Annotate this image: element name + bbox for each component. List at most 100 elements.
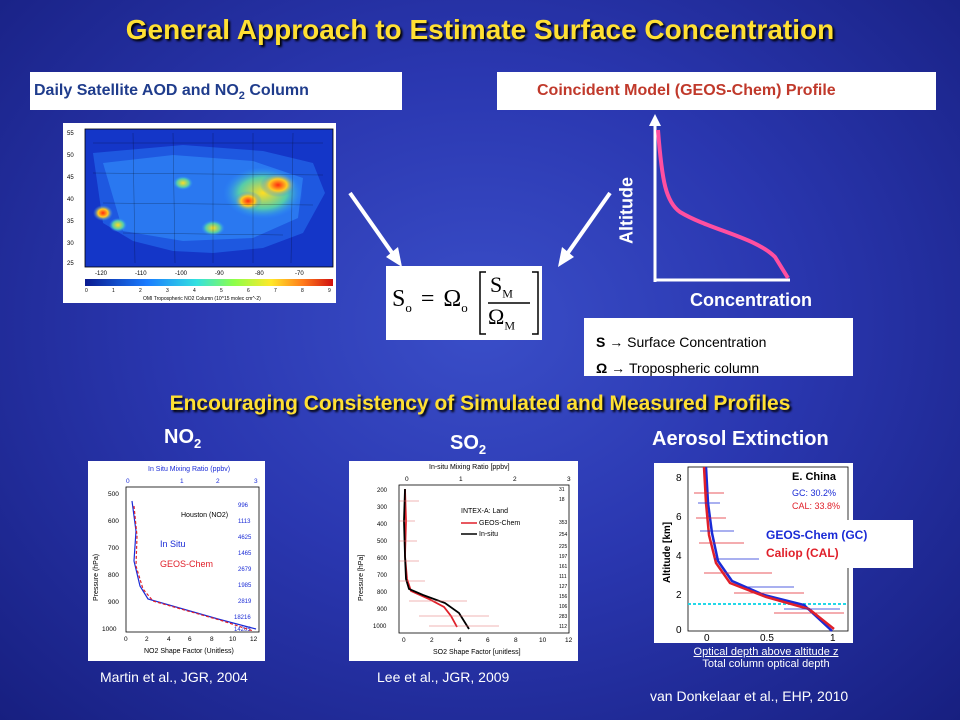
no2-x-tick: 0: [124, 636, 128, 643]
so2-count: 161: [559, 564, 568, 570]
so2-y-tick: 400: [377, 522, 388, 528]
no2-x-tick: 4: [167, 636, 171, 643]
profile-sketch: [649, 114, 790, 282]
so2-label: SO2: [450, 432, 487, 457]
no2-count: 1985: [238, 583, 252, 589]
no2-count: 1465: [238, 551, 252, 557]
no2-y-tick: 1000: [102, 626, 117, 633]
aerosol-y-tick: 4: [676, 551, 682, 562]
no2-count: 4625: [238, 535, 252, 541]
aerosol-y-tick: 8: [676, 473, 682, 484]
no2-insitu-label: In Situ: [160, 539, 186, 549]
so2-count: 106: [559, 604, 568, 610]
so2-chart: In-situ Mixing Ratio [ppbv] 0 1 2 3 Pres…: [358, 464, 573, 656]
no2-x-tick: 6: [188, 636, 192, 643]
aerosol-legend-cal: Caliop (CAL): [766, 546, 839, 560]
no2-legend-title: Houston (NO2): [181, 512, 228, 519]
aerosol-legend: GEOS-Chem (GC) Caliop (CAL): [760, 520, 913, 568]
no2-count: 1113: [238, 519, 251, 525]
map-scale-tick: 1: [112, 288, 115, 294]
no2-y-tick: 700: [108, 545, 119, 552]
map-lon-tick: -90: [215, 271, 224, 277]
no2-x-tick: 2: [145, 636, 149, 643]
map-scale-tick: 4: [193, 288, 196, 294]
so2-top-tick: 2: [513, 476, 517, 483]
map-lon-tick: -100: [175, 271, 188, 277]
map-lat-tick: 40: [67, 197, 74, 203]
map-lat-tick: 55: [67, 131, 74, 137]
map-scale-tick: 8: [301, 288, 304, 294]
aerosol-y-tick: 6: [676, 512, 682, 523]
no2-x-tick: 10: [229, 636, 237, 643]
map-svg: 55 50 45 40 35 30 25 -120 -110 -100 -90 …: [67, 128, 334, 302]
aerosol-region: E. China: [792, 471, 837, 483]
no2-y-tick: 600: [108, 518, 119, 525]
map-lat-tick: 45: [67, 175, 74, 181]
no2-top-axis-label: In Situ Mixing Ratio (ppbv): [148, 466, 230, 473]
so2-x-tick: 8: [514, 637, 518, 644]
page-title: General Approach to Estimate Surface Con…: [125, 14, 835, 45]
no2-x-tick: 8: [210, 636, 214, 643]
so2-legend-insitu: In-situ: [479, 531, 498, 538]
no2-x-tick: 12: [250, 636, 258, 643]
symbol-legend: S → Surface Concentration Ω → Tropospher…: [584, 318, 853, 376]
so2-count: 18: [559, 497, 565, 503]
section-subtitle: Encouraging Consistency of Simulated and…: [169, 392, 791, 415]
no2-count: 2679: [238, 567, 252, 573]
no2-geos-line: [133, 505, 254, 632]
so2-count: 112: [559, 624, 567, 630]
so2-count: 353: [559, 520, 568, 526]
aerosol-gc-stat: GC: 30.2%: [792, 488, 836, 498]
no2-y-tick: 500: [108, 491, 119, 498]
so2-y-tick: 200: [377, 488, 388, 494]
map-scale-tick: 7: [274, 288, 277, 294]
satellite-map: 55 50 45 40 35 30 25 -120 -110 -100 -90 …: [63, 123, 336, 303]
map-scale-tick: 0: [85, 288, 88, 294]
so2-x-tick: 12: [565, 637, 573, 644]
so2-legend-geos: GEOS-Chem: [479, 520, 520, 527]
formula-brackets: [479, 271, 539, 335]
equals-sign: =: [420, 286, 435, 312]
map-scale-tick: 2: [139, 288, 142, 294]
map-scale-tick: 6: [247, 288, 250, 294]
so2-x-tick: 4: [458, 637, 462, 644]
aerosol-y-label: Altitude [km]: [662, 522, 673, 583]
no2-count: 2819: [238, 599, 252, 605]
map-scale-tick: 3: [166, 288, 169, 294]
map-scale-tick: 5: [220, 288, 223, 294]
no2-citation: Martin et al., JGR, 2004: [100, 669, 248, 685]
no2-top-tick: 3: [254, 478, 258, 485]
no2-count: 18216: [234, 615, 251, 621]
map-lat-tick: 35: [67, 219, 74, 225]
so2-y-label: Pressure [hPa]: [358, 555, 365, 601]
map-lon-tick: -120: [95, 271, 108, 277]
left-header: Daily Satellite AOD and NO2 Column: [34, 82, 309, 103]
no2-y-label: Pressure (hPa): [93, 554, 100, 601]
so2-y-tick: 800: [377, 590, 388, 596]
map-scale-tick: 9: [328, 288, 331, 294]
no2-y-tick: 800: [108, 572, 119, 579]
map-lon-tick: -110: [135, 271, 147, 277]
aerosol-x-tick: 1: [830, 633, 836, 643]
so2-count: 225: [559, 544, 568, 550]
formula-lhs: So = Ωo: [392, 286, 468, 315]
right-header-box: Coincident Model (GEOS-Chem) Profile: [497, 72, 936, 110]
aerosol-fraction-denominator: Total column optical depth: [702, 658, 830, 670]
no2-panel: In Situ Mixing Ratio (ppbv) 0 1 2 3 Pres…: [88, 461, 265, 661]
so2-count: 31: [559, 487, 565, 493]
formula-denominator: ΩM: [488, 304, 516, 333]
aerosol-cal-stat: CAL: 33.8%: [792, 501, 840, 511]
profile-x-label: Concentration: [690, 290, 813, 310]
so2-count: 156: [559, 594, 568, 600]
legend-omega-row: Ω → Tropospheric column: [596, 360, 760, 376]
so2-x-tick: 10: [539, 637, 547, 644]
no2-count: 14205: [234, 627, 251, 633]
so2-panel: In-situ Mixing Ratio [ppbv] 0 1 2 3 Pres…: [349, 461, 578, 661]
so2-y-tick: 1000: [373, 624, 387, 630]
map-lat-tick: 25: [67, 261, 74, 267]
formula-box: So = Ωo SM ΩM: [386, 266, 542, 340]
so2-y-tick: 300: [377, 505, 388, 511]
so2-y-tick: 700: [377, 573, 388, 579]
map-lat-tick: 50: [67, 153, 74, 159]
so2-count: 254: [559, 532, 568, 538]
